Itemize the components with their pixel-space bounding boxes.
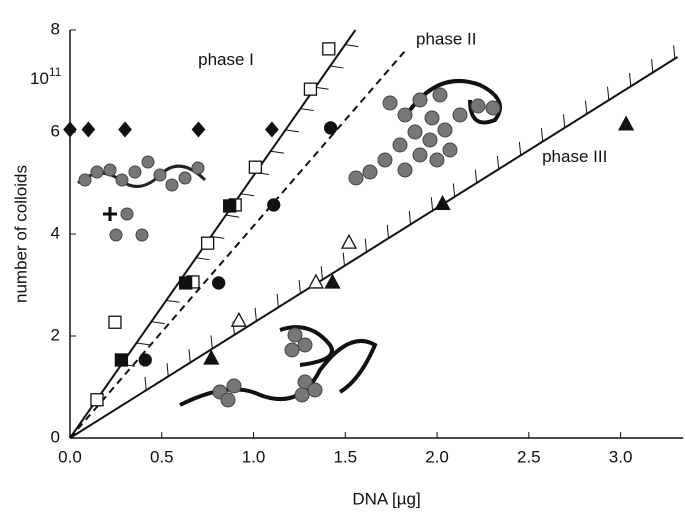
- phase-boundary: [69, 56, 679, 439]
- hatch: [540, 128, 544, 142]
- point: [267, 198, 281, 212]
- point: [63, 121, 77, 138]
- hatch: [364, 238, 368, 253]
- hatch: [320, 266, 323, 280]
- y-tick-label: 4: [51, 223, 60, 242]
- point: [114, 353, 129, 367]
- point: [212, 276, 226, 290]
- hatch: [474, 169, 478, 184]
- hatch: [562, 114, 566, 128]
- hatch: [430, 197, 434, 211]
- hatch: [276, 293, 279, 308]
- hatch: [136, 342, 150, 346]
- hatch: [651, 59, 654, 73]
- point: [138, 353, 152, 367]
- point: [118, 121, 132, 138]
- x-tick-label: 2.5: [517, 447, 541, 466]
- point: [324, 273, 341, 289]
- hatch: [452, 183, 456, 197]
- point: [323, 121, 338, 135]
- hatch: [270, 150, 284, 154]
- phase-label: phase II: [416, 30, 477, 49]
- point: [303, 82, 318, 96]
- x-tick-label: 3.0: [609, 447, 633, 466]
- hatch: [166, 299, 180, 303]
- point: [223, 199, 237, 213]
- hatch: [629, 72, 632, 87]
- y-tick-label: 8: [51, 19, 60, 38]
- hatch: [386, 224, 390, 239]
- x-tick-label: 0.5: [150, 447, 174, 466]
- multiplier-exponent: 11: [49, 65, 62, 79]
- point: [108, 315, 122, 329]
- y-axis-label: number of colloids: [11, 165, 30, 303]
- hatch: [144, 376, 147, 391]
- y-tick-label: 0: [51, 427, 60, 446]
- point: [307, 273, 325, 289]
- x-axis-label: DNA [µg]: [352, 489, 420, 508]
- hatch: [225, 214, 240, 218]
- point: [90, 393, 104, 407]
- hatch: [300, 108, 314, 112]
- hatch: [285, 129, 299, 133]
- hatch: [188, 349, 191, 363]
- hatch: [196, 257, 210, 261]
- hatch: [584, 100, 588, 114]
- phase-boundary: [69, 47, 409, 439]
- sketches: [77, 78, 502, 408]
- hatch: [342, 252, 345, 266]
- hatch: [298, 280, 301, 294]
- x-tick-label: 1.5: [333, 447, 357, 466]
- hatch: [315, 86, 329, 90]
- multiplier-base: 10: [30, 69, 49, 88]
- hatch: [240, 193, 255, 197]
- point: [230, 311, 247, 327]
- point: [340, 233, 358, 249]
- point: [322, 42, 336, 56]
- phase-label: phase I: [198, 50, 254, 69]
- point: [178, 276, 193, 290]
- x-tick-label: 1.0: [242, 447, 266, 466]
- point: [203, 349, 220, 365]
- hatch: [210, 335, 213, 349]
- x-tick-label: 2.0: [425, 447, 449, 466]
- hatch: [166, 362, 169, 377]
- y-tick-label: 2: [51, 325, 60, 344]
- hatch: [408, 211, 412, 225]
- phase-label: phase III: [542, 147, 607, 166]
- hatch: [345, 44, 359, 48]
- hatch: [673, 45, 676, 59]
- hatch: [607, 86, 610, 101]
- hatch: [254, 307, 257, 322]
- point: [618, 115, 635, 131]
- x-tick-label: 0.0: [58, 447, 82, 466]
- y-tick-label: 6: [51, 121, 60, 140]
- hatch: [518, 141, 522, 156]
- point: [248, 160, 263, 174]
- point: [191, 121, 206, 138]
- hatch: [496, 155, 500, 170]
- y-multiplier: 1011: [30, 65, 62, 88]
- hatch: [151, 321, 165, 325]
- phase-boundary: [69, 29, 357, 439]
- point: [434, 195, 451, 211]
- point: [81, 121, 96, 138]
- point: [200, 236, 215, 250]
- point: [265, 121, 279, 138]
- hatch: [330, 65, 344, 69]
